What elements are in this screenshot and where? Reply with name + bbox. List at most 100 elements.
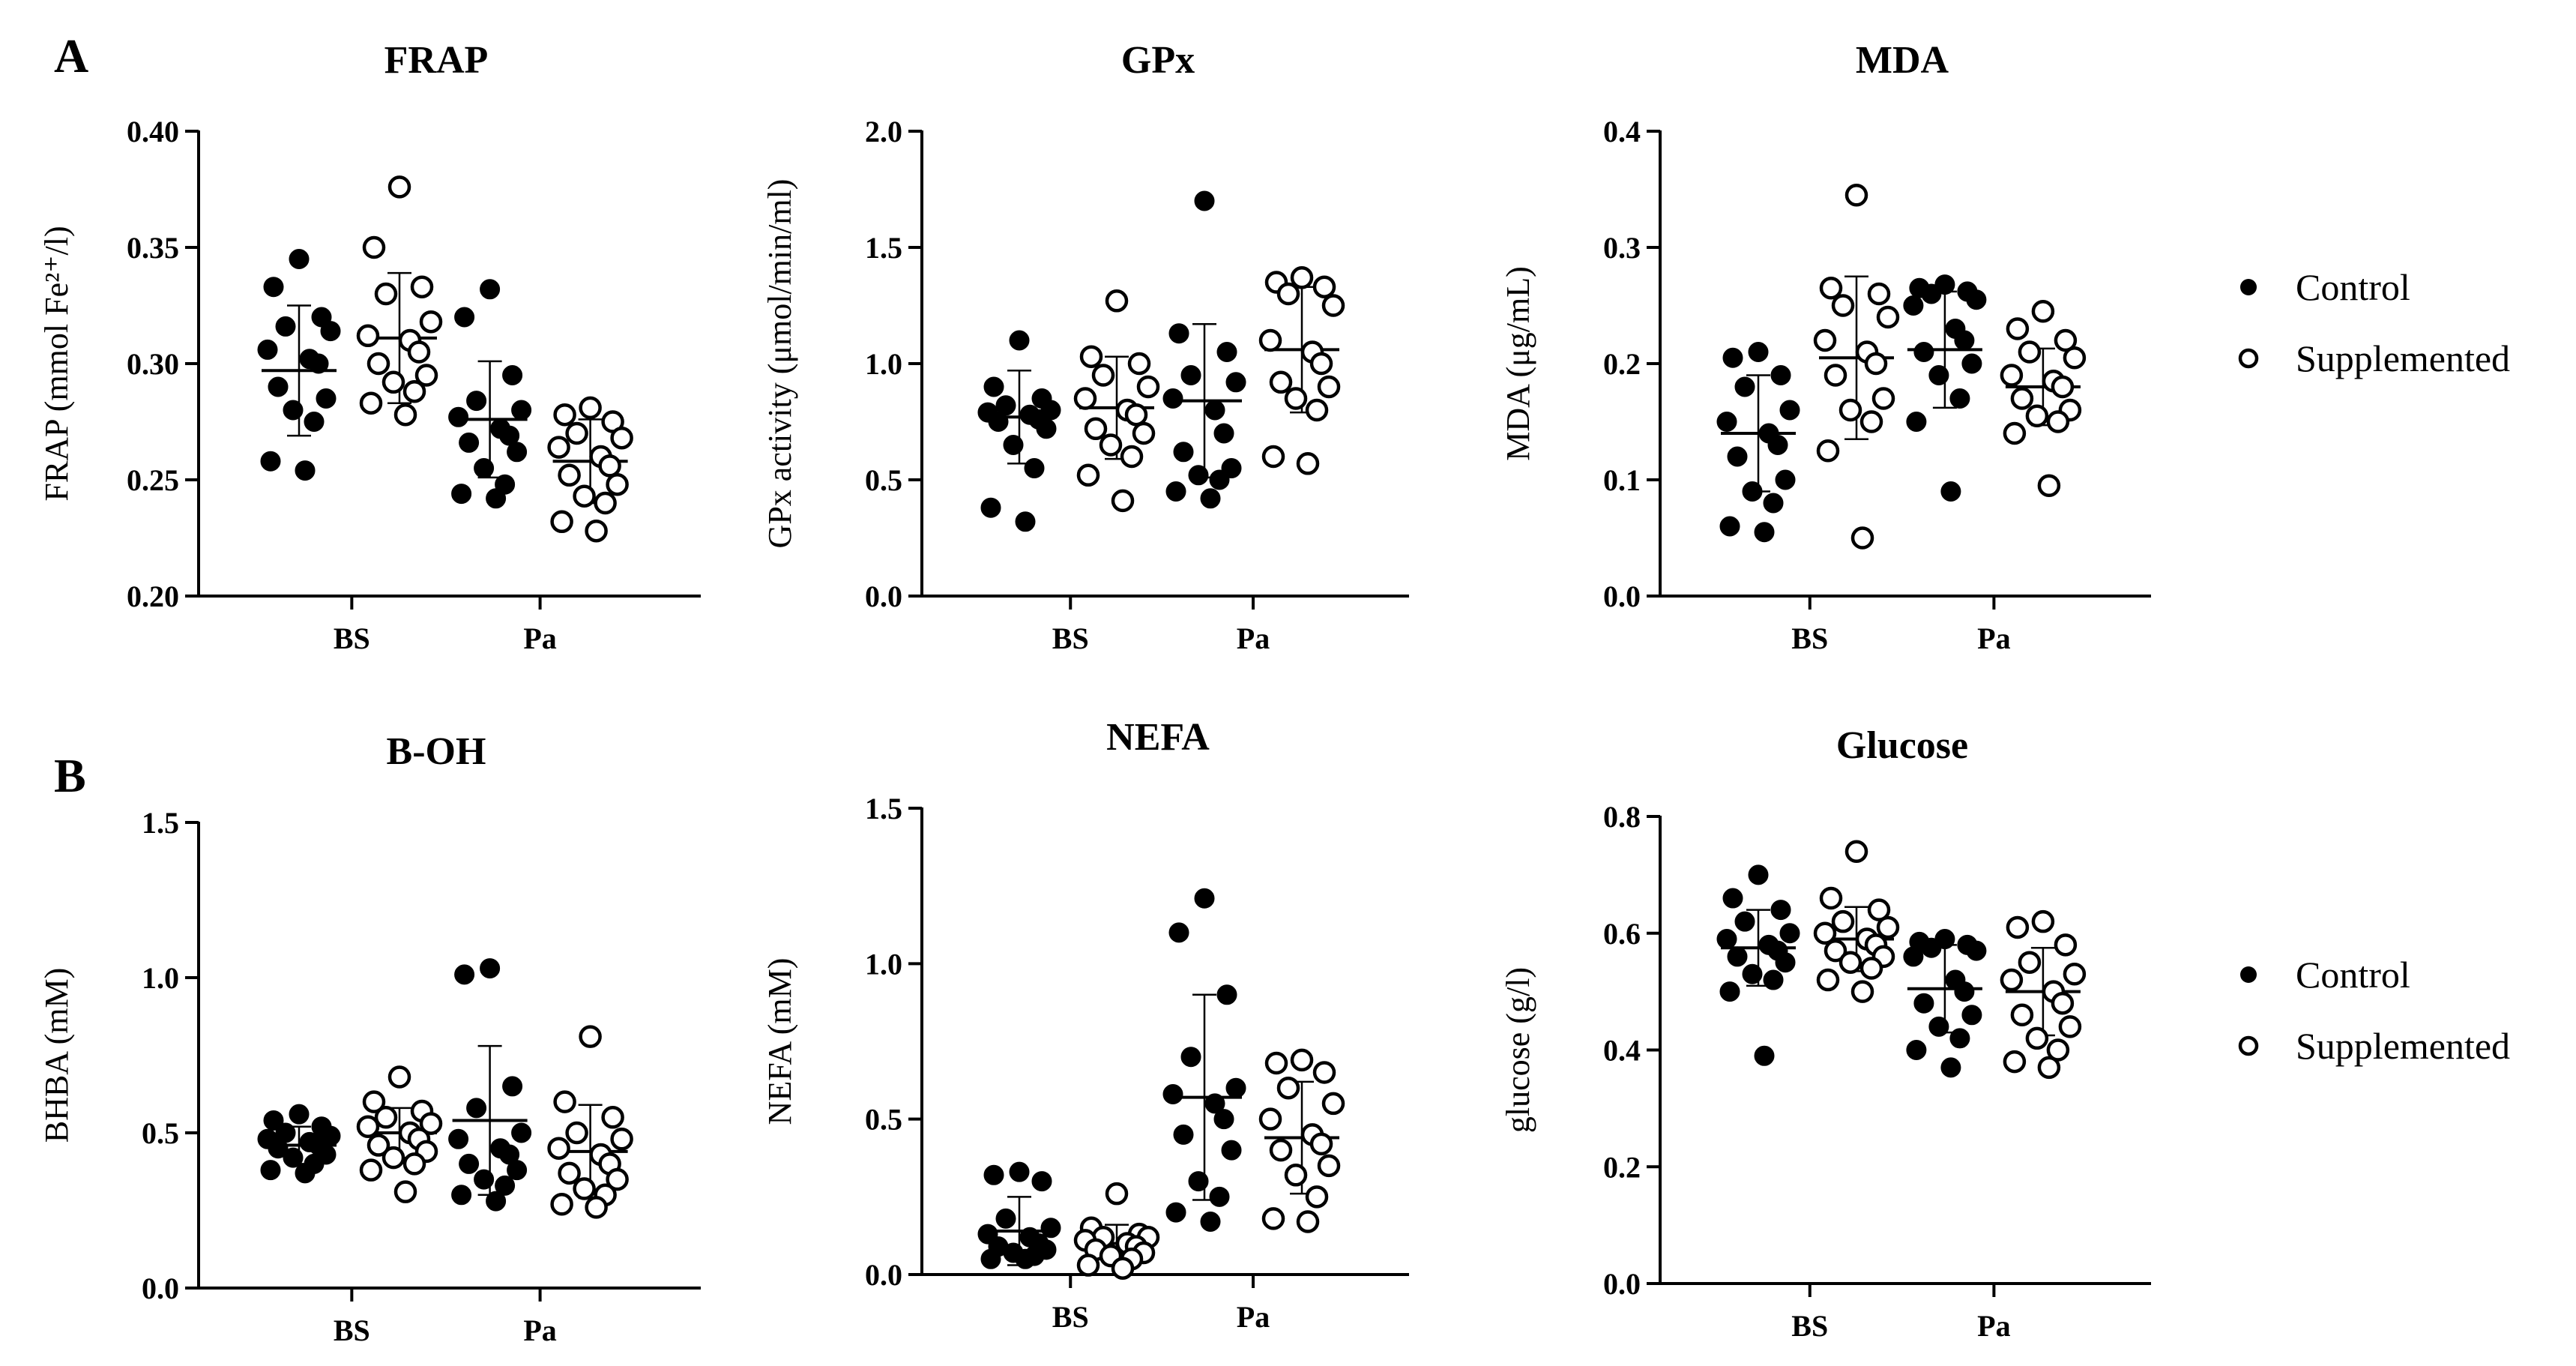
data-point-supplemented	[1321, 1092, 1345, 1116]
data-point-supplemented	[2003, 1050, 2027, 1074]
data-point-supplemented	[1290, 266, 1314, 289]
group-supplemented-bs	[356, 175, 443, 427]
data-point-supplemented	[374, 1106, 398, 1129]
data-point-supplemented	[550, 510, 573, 534]
chart-frap: FRAP 0.20 0.25 0.30 0.35 0.40 BS Pa FRAP (mmol F…	[38, 39, 701, 655]
data-point-supplemented	[606, 1167, 629, 1191]
data-point-control	[502, 1076, 523, 1097]
data-point-control	[1200, 1212, 1221, 1233]
data-point-supplemented	[2025, 1026, 2049, 1050]
data-point-control	[1165, 481, 1186, 502]
data-point-control	[289, 1104, 310, 1125]
data-point-supplemented	[1076, 1254, 1100, 1277]
data-point-control	[495, 1175, 516, 1196]
data-point-supplemented	[1269, 370, 1293, 394]
group-control-pa	[1162, 888, 1246, 1233]
data-point-supplemented	[356, 1115, 380, 1138]
y-tick-label: 0.2	[1603, 1150, 1641, 1184]
data-point-supplemented	[1120, 445, 1144, 469]
data-point-control	[1727, 946, 1748, 967]
data-point-control	[459, 1153, 480, 1174]
data-point-control	[1754, 522, 1775, 543]
data-point-supplemented	[1867, 282, 1891, 306]
data-point-control	[1162, 1083, 1183, 1104]
data-point-control	[275, 316, 296, 337]
y-tick-label: 0.0	[1603, 580, 1641, 613]
panel-letter-a: A	[54, 29, 88, 82]
data-point-control	[1188, 465, 1209, 486]
charts-group: FRAP 0.20 0.25 0.30 0.35 0.40 BS Pa FRAP (mmol F…	[38, 39, 2151, 1347]
data-point-supplemented	[1312, 1061, 1336, 1084]
data-point-control	[1036, 418, 1057, 439]
chart-b-oh: B-OH 0.0 0.5 1.0 1.5 BS Pa BHBA (mM)	[38, 730, 701, 1347]
data-point-control	[1009, 1161, 1030, 1182]
data-point-supplemented	[359, 1158, 383, 1182]
data-point-control	[1173, 442, 1194, 463]
data-point-control	[295, 460, 316, 481]
data-point-supplemented	[2006, 915, 2030, 939]
legend-control-label: Control	[2296, 266, 2410, 308]
data-point-supplemented	[1290, 1048, 1314, 1072]
data-point-control	[486, 1191, 507, 1212]
data-point-control	[1716, 929, 1737, 950]
data-point-control	[1913, 993, 1934, 1014]
data-point-control	[466, 1098, 487, 1119]
data-point-supplemented	[573, 484, 596, 508]
group-control-bs	[977, 1161, 1061, 1269]
data-point-control	[1954, 981, 1975, 1002]
data-point-supplemented	[1844, 184, 1868, 207]
data-point-control	[1961, 1005, 1982, 1026]
y-tick-label: 0.5	[142, 1116, 179, 1150]
data-point-control	[1727, 446, 1748, 467]
y-tick-label: 0.0	[1603, 1267, 1641, 1301]
y-axis-label: NEFA (mM)	[761, 958, 798, 1125]
data-point-control	[988, 412, 1009, 432]
data-point-control	[983, 1164, 1004, 1185]
group-supplemented-bs	[356, 1065, 443, 1203]
data-point-supplemented	[1111, 489, 1135, 513]
data-point-control	[268, 376, 289, 397]
group-supplemented-bs	[1073, 289, 1160, 513]
data-point-control	[1966, 940, 1987, 961]
data-point-control	[263, 1110, 284, 1131]
data-point-supplemented	[387, 1065, 411, 1089]
data-point-supplemented	[598, 454, 621, 478]
data-point-control	[1031, 1171, 1052, 1192]
data-point-control	[466, 391, 487, 412]
data-point-supplemented	[1317, 1154, 1341, 1178]
data-point-supplemented	[1284, 387, 1308, 410]
data-point-supplemented	[2051, 991, 2075, 1015]
data-point-supplemented	[1839, 951, 1862, 974]
chart-mda: MDA 0.0 0.1 0.2 0.3 0.4 BS Pa MDA (μg/mL)	[1500, 39, 2151, 655]
data-point-control	[1779, 400, 1800, 421]
data-point-control	[511, 400, 532, 421]
data-point-control	[480, 958, 501, 979]
legend-panel-a: Control Supplemented	[2238, 266, 2510, 379]
data-point-control	[511, 1122, 532, 1143]
data-point-supplemented	[610, 1128, 633, 1151]
group-control-bs	[977, 330, 1061, 532]
data-point-supplemented	[1258, 1107, 1282, 1131]
data-point-supplemented	[2018, 951, 2042, 974]
panel-letter-b: B	[54, 749, 86, 802]
y-tick-label: 0.5	[865, 1103, 902, 1137]
chart-title: GPx	[1121, 39, 1195, 82]
data-point-control	[1180, 1047, 1201, 1068]
data-point-control	[1009, 330, 1030, 351]
data-point-supplemented	[601, 1106, 624, 1129]
data-point-supplemented	[362, 235, 386, 259]
x-tick-label: BS	[1791, 1309, 1828, 1343]
data-point-control	[980, 497, 1001, 518]
data-point-supplemented	[1076, 463, 1100, 487]
data-point-control	[1719, 516, 1740, 537]
data-point-supplemented	[2006, 317, 2030, 340]
data-point-supplemented	[2063, 963, 2087, 986]
x-tick-label: BS	[334, 622, 370, 655]
data-point-control	[1719, 981, 1740, 1002]
data-point-control	[260, 451, 281, 472]
data-point-supplemented	[1850, 980, 1874, 1003]
y-tick-label: 0.0	[865, 580, 902, 613]
data-point-supplemented	[1084, 417, 1108, 441]
y-tick-label: 0.5	[865, 463, 902, 497]
data-point-supplemented	[610, 426, 633, 450]
